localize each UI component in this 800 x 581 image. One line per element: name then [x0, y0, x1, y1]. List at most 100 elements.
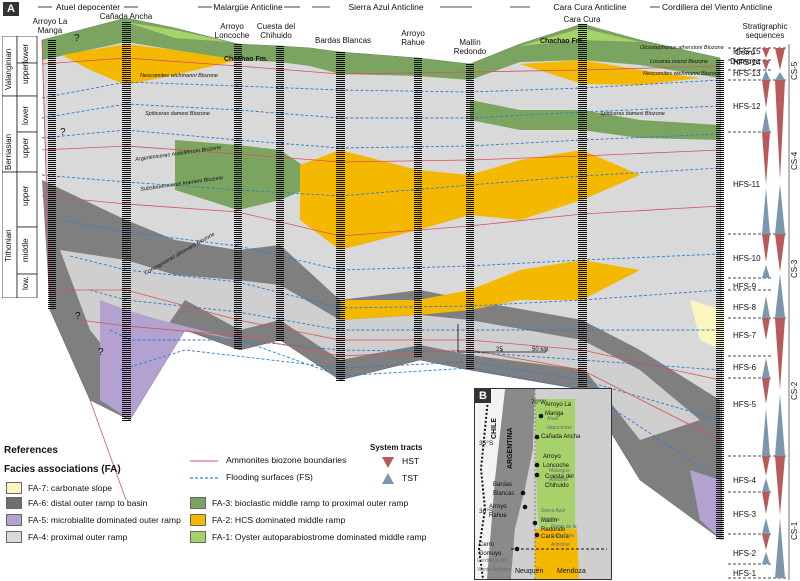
map-loc-bardas-blancas: Bardas Blancas: [493, 482, 515, 497]
fa6-label: FA-6: distal outer ramp to basin: [28, 498, 148, 508]
references-title: References: [4, 445, 58, 456]
scale-tick-25: 25: [496, 347, 503, 353]
panel-a-label: A: [3, 2, 19, 16]
hfs-12: HFS-12: [733, 102, 761, 111]
map-struct-atuel: Atuel depocenter: [547, 416, 573, 431]
hfs-8: HFS-8: [733, 303, 757, 312]
fa3-right-body: [470, 100, 720, 140]
biozone-wichmanni: Neocomites wichmanni Biozone: [140, 73, 218, 79]
map-chile: CHILE: [491, 418, 498, 439]
fa5-right: [690, 470, 722, 540]
map-neuquen: Neuquén: [515, 568, 544, 575]
map-struct-cara-cura: Sierra de la Cara Cura Anticline: [551, 524, 577, 548]
chachao-fm-label-1: Chachao Fm.: [224, 56, 268, 63]
biozone-wichmanni-2: Neocomites wichmanni Biozone: [643, 71, 721, 77]
section-logs: [48, 22, 724, 540]
structure-cordillera: Cordillera del Viento Anticline: [662, 2, 773, 12]
structure-malargue: Malargüe Anticline: [213, 2, 283, 12]
fa5-label: FA-5: microbialite dominated outer ramp: [28, 515, 181, 525]
biozone-atherstoni: Olcostephanus atherstoni Biozone: [640, 45, 724, 51]
fa4-swatch: [6, 531, 22, 543]
fa5-swatch: [6, 514, 22, 526]
structure-cara-cura: Cara Cura Anticline: [553, 2, 627, 12]
map-loc-rahue: Arroyo Rahue: [489, 504, 507, 519]
hfs-10: HFS-10: [733, 254, 761, 263]
hfs-15: HFS-15: [733, 47, 761, 56]
tst-label: TST: [402, 473, 419, 483]
cs-2: CS-2: [790, 381, 799, 400]
map-struct-sierra-azul: Sierra Azul Anticline: [541, 508, 566, 523]
map-coord-35s: 35°S: [479, 440, 494, 447]
map-graphics: [475, 389, 611, 579]
fa3-label: FA-3: bioclastic middle ramp to proximal…: [212, 498, 409, 508]
fa6-lower-body: [42, 180, 722, 540]
hfs-9: HFS-9: [733, 282, 757, 291]
system-tracts-symbols: [382, 457, 394, 484]
structure-arrows: [38, 6, 660, 8]
hfs-14: HFS-14: [733, 58, 761, 67]
fa2-swatch: [190, 514, 206, 526]
map-loc-loncoche: Arroyo Loncoche: [543, 454, 570, 469]
fa6-swatch: [6, 497, 22, 509]
question-mark-5: ?: [465, 171, 471, 182]
section-cerro-domuyo: Cerro Domuyo: [730, 48, 760, 66]
scale-tick-50: 50 km: [532, 347, 549, 353]
section-canada-ancha: Cañada Ancha: [99, 12, 153, 21]
map-loc-la-manga: Arroyo La Manga: [545, 402, 572, 417]
hfs-13: HFS-13: [733, 69, 761, 78]
map-loc-canada-ancha: Cañada Ancha: [541, 434, 581, 440]
hst-label: HST: [402, 456, 420, 466]
chronostrat-column: [2, 36, 38, 298]
biozone-damesi: Spiticeras damesi Biozone: [145, 111, 210, 117]
hfs-1: HFS-1: [733, 569, 757, 578]
fa7-label: FA-7: carbonate slope: [28, 483, 113, 493]
fa2-right-top: [520, 60, 700, 85]
map-loc-cerro-domuyo: Cerro Domuyo: [479, 542, 502, 557]
fa5-body: [100, 300, 238, 420]
biozone-damesi-2: Spiticeras damesi Biozone: [600, 111, 665, 117]
hfs-5: HFS-5: [733, 400, 757, 409]
map-argentina: ARGENTINA: [507, 427, 514, 469]
sequence-triangles: [728, 44, 790, 580]
structure-atuel: Atuel depocenter: [55, 2, 121, 12]
cs-5: CS-5: [790, 61, 799, 80]
question-mark-4: ?: [98, 347, 104, 358]
panel-b-map: B 70°W 35°S 36°S CHILE ARGENTINA Arroyo …: [474, 388, 612, 580]
question-mark-1: ?: [74, 33, 80, 44]
map-mendoza: Mendoza: [557, 568, 586, 575]
cs-3: CS-3: [790, 259, 799, 278]
section-bardas-blancas: Bardas Blancas: [314, 36, 372, 45]
fa2-label: FA-2: HCS dominated middle ramp: [212, 515, 346, 525]
fa3-mid-body: [175, 140, 340, 210]
hfs-2: HFS-2: [733, 549, 757, 558]
biozone-legend-label: Ammonites biozone boundaries: [226, 455, 347, 465]
fa3-swatch: [190, 497, 206, 509]
question-mark-2: ?: [60, 127, 66, 138]
section-cara-cura: Cara Cura: [563, 15, 601, 24]
fa2-top-body: [62, 44, 238, 85]
cs-1: CS-1: [790, 521, 799, 540]
hfs-3: HFS-3: [733, 510, 757, 519]
hfs-11: HFS-11: [733, 180, 760, 189]
section-arroyo-rahue: Arroyo Rahue: [401, 29, 425, 47]
fa4-middle-band: [60, 250, 700, 440]
map-loc-mallin-redondo: Mallín Redondo: [541, 518, 566, 533]
fa1-swatch: [190, 531, 206, 543]
strat-seq-title: Stratigraphic sequences: [742, 22, 788, 40]
section-mallin-redondo: Mallín Redondo: [453, 38, 487, 56]
panel-b-label: B: [475, 389, 491, 403]
biozone-riveroi: Lissonia riveroi Biozone: [650, 59, 709, 65]
line-legend: [190, 460, 218, 479]
chachao-fm-label-2: Chachao Fm.: [540, 38, 584, 45]
hfs-6: HFS-6: [733, 363, 757, 372]
fa4-label: FA-4: proximal outer ramp: [28, 532, 128, 542]
structure-sierra-azul: Sierra Azul Anticline: [348, 2, 424, 12]
map-struct-malargue: Malargüe Anticline: [549, 468, 570, 483]
map-loc-chihuido: Cuesta del Chihuido: [545, 474, 574, 489]
section-arroyo-la-manga: Arroyo La Manga: [32, 17, 68, 35]
question-mark-3: ?: [75, 311, 81, 322]
fa7-body: [690, 300, 722, 350]
system-tracts-title: System tracts: [370, 443, 423, 452]
map-coord-36s: 36°S: [479, 508, 494, 515]
